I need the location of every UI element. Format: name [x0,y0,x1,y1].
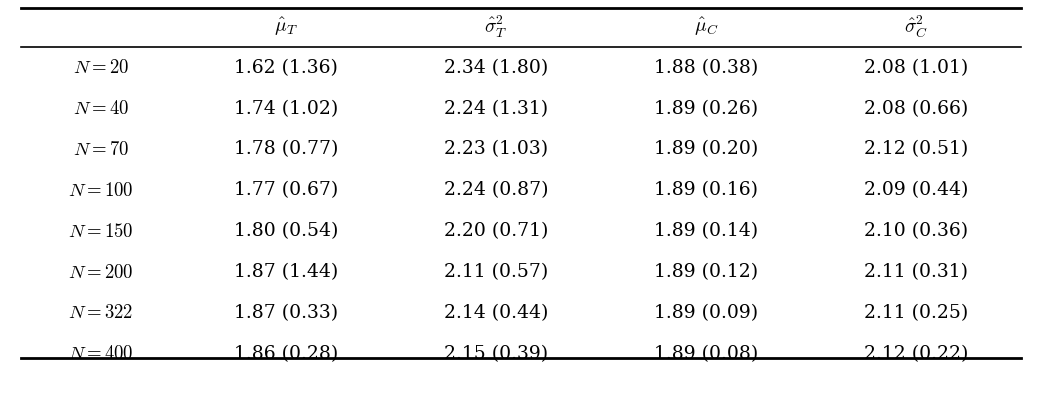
Text: 1.89 (0.14): 1.89 (0.14) [654,222,759,240]
Text: $\hat{\sigma}_C^2$: $\hat{\sigma}_C^2$ [904,13,928,40]
Text: 1.88 (0.38): 1.88 (0.38) [654,59,759,77]
Text: $N = 20$: $N = 20$ [73,58,129,77]
Text: 1.89 (0.26): 1.89 (0.26) [654,99,759,117]
Text: 1.89 (0.20): 1.89 (0.20) [654,140,759,158]
Text: 2.09 (0.44): 2.09 (0.44) [864,181,968,199]
Text: $N = 40$: $N = 40$ [73,99,129,118]
Text: 1.89 (0.09): 1.89 (0.09) [654,304,759,322]
Text: 1.87 (1.44): 1.87 (1.44) [233,263,338,281]
Text: $\hat{\mu}_T$: $\hat{\mu}_T$ [274,15,298,38]
Text: $\hat{\sigma}_T^2$: $\hat{\sigma}_T^2$ [485,14,507,40]
Text: 2.12 (0.51): 2.12 (0.51) [864,140,968,158]
Text: 2.15 (0.39): 2.15 (0.39) [444,345,548,363]
Text: $N = 150$: $N = 150$ [68,222,133,241]
Text: 2.08 (1.01): 2.08 (1.01) [864,59,968,77]
Text: 2.11 (0.57): 2.11 (0.57) [444,263,548,281]
Text: 2.14 (0.44): 2.14 (0.44) [444,304,548,322]
Text: 2.23 (1.03): 2.23 (1.03) [444,140,548,158]
Text: $N = 70$: $N = 70$ [73,140,129,159]
Text: $N = 200$: $N = 200$ [68,263,133,282]
Text: 1.78 (0.77): 1.78 (0.77) [233,140,338,158]
Text: 1.89 (0.12): 1.89 (0.12) [654,263,759,281]
Text: 1.77 (0.67): 1.77 (0.67) [233,181,338,199]
Text: 1.62 (1.36): 1.62 (1.36) [234,59,338,77]
Text: 2.11 (0.31): 2.11 (0.31) [864,263,968,281]
Text: 2.08 (0.66): 2.08 (0.66) [864,99,968,117]
Text: 1.89 (0.08): 1.89 (0.08) [654,345,759,363]
Text: 1.87 (0.33): 1.87 (0.33) [233,304,338,322]
Text: 2.34 (1.80): 2.34 (1.80) [444,59,548,77]
Text: $N = 100$: $N = 100$ [68,181,133,200]
Text: 2.11 (0.25): 2.11 (0.25) [864,304,968,322]
Text: 1.89 (0.16): 1.89 (0.16) [654,181,759,199]
Text: $\hat{\mu}_C$: $\hat{\mu}_C$ [694,15,719,38]
Text: 2.24 (0.87): 2.24 (0.87) [444,181,548,199]
Text: 2.12 (0.22): 2.12 (0.22) [864,345,968,363]
Text: 1.86 (0.28): 1.86 (0.28) [233,345,338,363]
Text: 1.74 (1.02): 1.74 (1.02) [233,99,338,117]
Text: 2.20 (0.71): 2.20 (0.71) [444,222,548,240]
Text: 2.10 (0.36): 2.10 (0.36) [864,222,968,240]
Text: $N = 400$: $N = 400$ [68,344,133,363]
Text: $N = 322$: $N = 322$ [68,303,133,322]
Text: 1.80 (0.54): 1.80 (0.54) [233,222,338,240]
Text: 2.24 (1.31): 2.24 (1.31) [444,99,548,117]
